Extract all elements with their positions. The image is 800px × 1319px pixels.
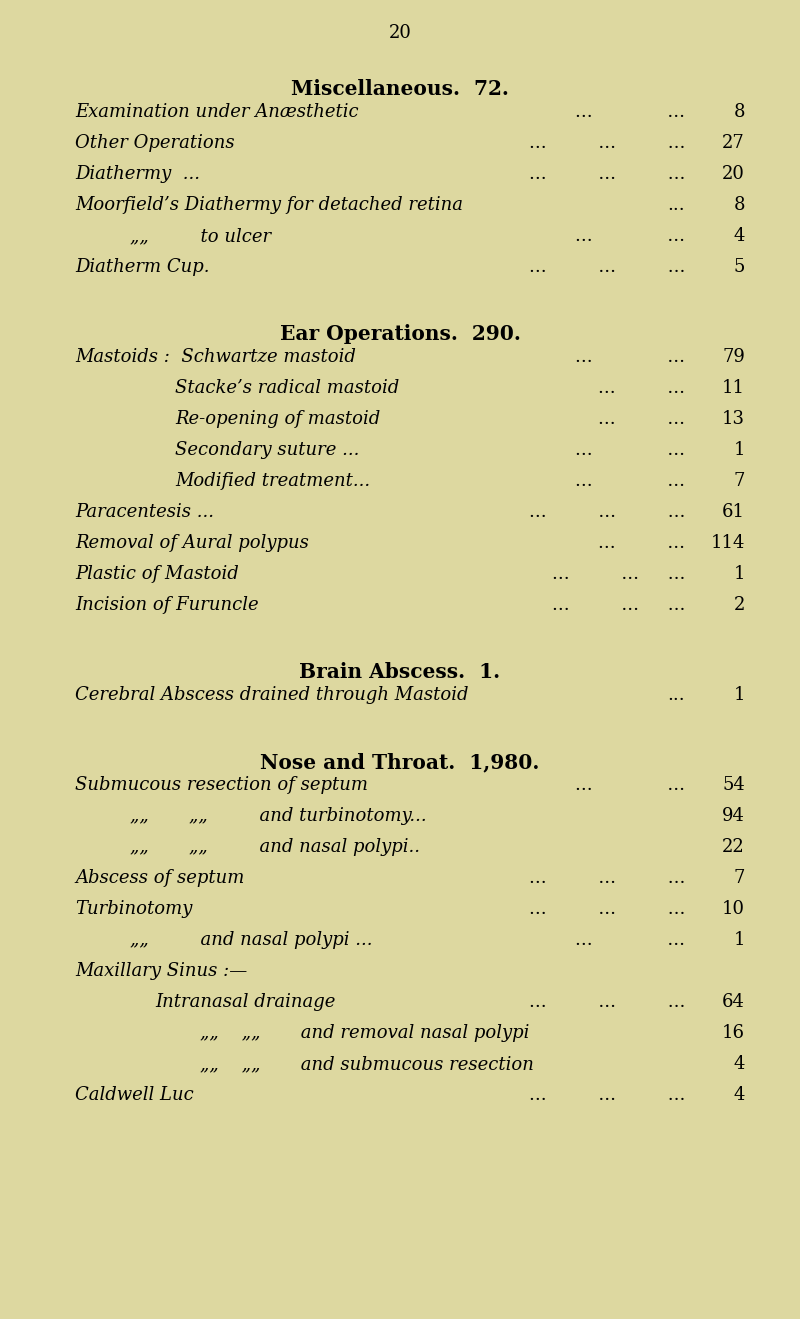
Text: 27: 27	[722, 135, 745, 152]
Text: ...         ...         ...: ... ... ...	[529, 869, 685, 886]
Text: 4: 4	[734, 1086, 745, 1104]
Text: 20: 20	[722, 165, 745, 183]
Text: „„         and nasal polypi ...: „„ and nasal polypi ...	[130, 931, 373, 948]
Text: 13: 13	[722, 410, 745, 427]
Text: Cerebral Abscess drained through Mastoid: Cerebral Abscess drained through Mastoid	[75, 686, 469, 704]
Text: ...             ...: ... ...	[575, 348, 685, 365]
Text: Plastic of Mastoid: Plastic of Mastoid	[75, 565, 238, 583]
Text: Examination under Anæsthetic: Examination under Anæsthetic	[75, 103, 358, 121]
Text: 94: 94	[722, 807, 745, 824]
Text: 114: 114	[710, 534, 745, 551]
Text: Modified treatment...: Modified treatment...	[175, 472, 370, 489]
Text: 54: 54	[722, 776, 745, 794]
Text: ...             ...: ... ...	[575, 931, 685, 948]
Text: 64: 64	[722, 993, 745, 1010]
Text: „„    „„       and submucous resection: „„ „„ and submucous resection	[200, 1055, 534, 1072]
Text: ...         ...     ...: ... ... ...	[552, 596, 685, 615]
Text: Other Operations: Other Operations	[75, 135, 234, 152]
Text: Stacke’s radical mastoid: Stacke’s radical mastoid	[175, 379, 399, 397]
Text: ...         ...     ...: ... ... ...	[552, 565, 685, 583]
Text: ...             ...: ... ...	[575, 103, 685, 121]
Text: Intranasal drainage: Intranasal drainage	[155, 993, 335, 1010]
Text: ...: ...	[667, 686, 685, 704]
Text: 8: 8	[734, 197, 745, 214]
Text: Diathermy  ...: Diathermy ...	[75, 165, 200, 183]
Text: 20: 20	[389, 24, 411, 42]
Text: 1: 1	[734, 441, 745, 459]
Text: 10: 10	[722, 900, 745, 918]
Text: 2: 2	[734, 596, 745, 615]
Text: Mastoids :  Schwartze mastoid: Mastoids : Schwartze mastoid	[75, 348, 356, 365]
Text: ...         ...         ...: ... ... ...	[529, 165, 685, 183]
Text: „„       „„         and turbinotomy...: „„ „„ and turbinotomy...	[130, 807, 426, 824]
Text: 1: 1	[734, 565, 745, 583]
Text: ...             ...: ... ...	[575, 776, 685, 794]
Text: „„    „„       and removal nasal polypi: „„ „„ and removal nasal polypi	[200, 1024, 530, 1042]
Text: Moorfield’s Diathermy for detached retina: Moorfield’s Diathermy for detached retin…	[75, 197, 463, 214]
Text: Submucous resection of septum: Submucous resection of septum	[75, 776, 368, 794]
Text: 1: 1	[734, 931, 745, 948]
Text: 7: 7	[734, 472, 745, 489]
Text: ...         ...         ...: ... ... ...	[529, 259, 685, 276]
Text: 16: 16	[722, 1024, 745, 1042]
Text: 1: 1	[734, 686, 745, 704]
Text: 11: 11	[722, 379, 745, 397]
Text: ...         ...         ...: ... ... ...	[529, 503, 685, 521]
Text: ...         ...         ...: ... ... ...	[529, 993, 685, 1010]
Text: Turbinotomy: Turbinotomy	[75, 900, 192, 918]
Text: 7: 7	[734, 869, 745, 886]
Text: ...             ...: ... ...	[575, 441, 685, 459]
Text: 4: 4	[734, 1055, 745, 1072]
Text: Re-opening of mastoid: Re-opening of mastoid	[175, 410, 380, 427]
Text: Brain Abscess.  1.: Brain Abscess. 1.	[299, 662, 501, 682]
Text: ...             ...: ... ...	[575, 227, 685, 245]
Text: ...: ...	[667, 197, 685, 214]
Text: Removal of Aural polypus: Removal of Aural polypus	[75, 534, 309, 551]
Text: 8: 8	[734, 103, 745, 121]
Text: Diatherm Cup.: Diatherm Cup.	[75, 259, 210, 276]
Text: Ear Operations.  290.: Ear Operations. 290.	[279, 324, 521, 344]
Text: Secondary suture ...: Secondary suture ...	[175, 441, 359, 459]
Text: ...         ...         ...: ... ... ...	[529, 900, 685, 918]
Text: ...         ...: ... ...	[598, 410, 685, 427]
Text: Nose and Throat.  1,980.: Nose and Throat. 1,980.	[260, 752, 540, 772]
Text: Paracentesis ...: Paracentesis ...	[75, 503, 214, 521]
Text: „„         to ulcer: „„ to ulcer	[130, 227, 271, 245]
Text: ...         ...: ... ...	[598, 379, 685, 397]
Text: Caldwell Luc: Caldwell Luc	[75, 1086, 194, 1104]
Text: 61: 61	[722, 503, 745, 521]
Text: ...         ...: ... ...	[598, 534, 685, 551]
Text: ...         ...         ...: ... ... ...	[529, 1086, 685, 1104]
Text: Abscess of septum: Abscess of septum	[75, 869, 244, 886]
Text: ...             ...: ... ...	[575, 472, 685, 489]
Text: ...         ...         ...: ... ... ...	[529, 135, 685, 152]
Text: 4: 4	[734, 227, 745, 245]
Text: 79: 79	[722, 348, 745, 365]
Text: „„       „„         and nasal polypi..: „„ „„ and nasal polypi..	[130, 838, 420, 856]
Text: Incision of Furuncle: Incision of Furuncle	[75, 596, 258, 615]
Text: Maxillary Sinus :—: Maxillary Sinus :—	[75, 962, 247, 980]
Text: 5: 5	[734, 259, 745, 276]
Text: 22: 22	[722, 838, 745, 856]
Text: Miscellaneous.  72.: Miscellaneous. 72.	[291, 79, 509, 99]
